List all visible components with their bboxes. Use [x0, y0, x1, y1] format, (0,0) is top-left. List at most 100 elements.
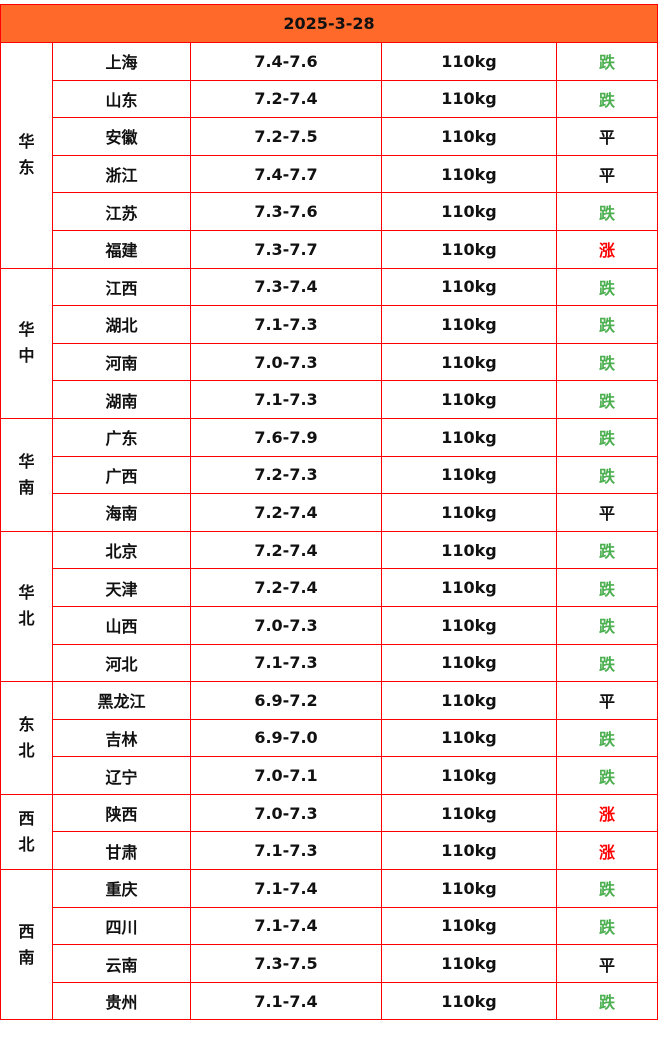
table-row: 安徽 7.2-7.5 110kg 平	[1, 117, 658, 156]
table-row: 福建 7.3-7.7 110kg 涨	[1, 229, 658, 269]
weight-cell: 110kg	[381, 643, 557, 683]
table-row: 江苏 7.3-7.6 110kg 跌	[1, 192, 658, 231]
price-cell: 7.2-7.5	[190, 117, 382, 156]
trend-cell: 平	[555, 681, 658, 720]
trend-cell: 跌	[555, 869, 658, 908]
province-cell: 黑龙江	[52, 681, 191, 720]
table-row: 广西 7.2-7.3 110kg 跌	[1, 455, 658, 495]
province-cell: 广西	[52, 455, 191, 495]
price-cell: 7.1-7.4	[190, 981, 382, 1021]
weight-cell: 110kg	[381, 267, 557, 307]
table-row: 浙江 7.4-7.7 110kg 平	[1, 154, 658, 194]
region-cell: 华南	[0, 417, 53, 532]
weight-cell: 110kg	[381, 605, 557, 645]
weight-cell: 110kg	[381, 455, 557, 495]
province-cell: 湖南	[52, 380, 191, 419]
province-cell: 湖北	[52, 305, 191, 344]
trend-cell: 跌	[555, 906, 658, 946]
weight-cell: 110kg	[381, 305, 557, 344]
table-row: 海南 7.2-7.4 110kg 平	[1, 493, 658, 532]
province-cell: 海南	[52, 493, 191, 532]
province-cell: 吉林	[52, 718, 191, 758]
weight-cell: 110kg	[381, 42, 557, 81]
weight-cell: 110kg	[381, 154, 557, 194]
trend-cell: 涨	[555, 831, 658, 871]
price-cell: 7.3-7.5	[190, 944, 382, 983]
table-row: 辽宁 7.0-7.1 110kg 跌	[1, 756, 658, 795]
province-cell: 辽宁	[52, 756, 191, 795]
table-row: 山西 7.0-7.3 110kg 跌	[1, 605, 658, 645]
price-cell: 7.2-7.4	[190, 530, 382, 570]
price-cell: 7.1-7.4	[190, 906, 382, 946]
trend-cell: 平	[555, 944, 658, 983]
trend-cell: 平	[555, 154, 658, 194]
header-row: 2025-3-28	[0, 4, 658, 43]
region-cell: 华北	[0, 530, 53, 683]
trend-cell: 跌	[555, 643, 658, 683]
price-cell: 7.2-7.4	[190, 493, 382, 532]
table-row: 湖北 7.1-7.3 110kg 跌	[1, 305, 658, 344]
weight-cell: 110kg	[381, 342, 557, 382]
weight-cell: 110kg	[381, 229, 557, 269]
trend-cell: 跌	[555, 42, 658, 81]
weight-cell: 110kg	[381, 981, 557, 1021]
weight-cell: 110kg	[381, 417, 557, 457]
weight-cell: 110kg	[381, 380, 557, 419]
region-cell: 西北	[0, 793, 53, 871]
region-cell: 华东	[0, 42, 53, 269]
price-cell: 7.1-7.3	[190, 305, 382, 344]
province-cell: 福建	[52, 229, 191, 269]
province-cell: 江西	[52, 267, 191, 307]
price-cell: 7.2-7.4	[190, 79, 382, 119]
weight-cell: 110kg	[381, 718, 557, 758]
province-cell: 云南	[52, 944, 191, 983]
province-cell: 重庆	[52, 869, 191, 908]
table-row: 吉林 6.9-7.0 110kg 跌	[1, 718, 658, 758]
province-cell: 天津	[52, 568, 191, 607]
weight-cell: 110kg	[381, 831, 557, 871]
trend-cell: 跌	[555, 192, 658, 231]
table-row: 华南广东 7.6-7.9 110kg 跌	[0, 417, 658, 532]
price-cell: 7.3-7.7	[190, 229, 382, 269]
trend-cell: 跌	[555, 605, 658, 645]
price-cell: 7.4-7.6	[190, 42, 382, 81]
region-cell: 西南	[0, 869, 53, 1021]
price-cell: 7.3-7.4	[190, 267, 382, 307]
trend-cell: 跌	[555, 417, 658, 457]
price-table: 2025-3-28 华东上海 7.4-7.6 110kg 跌山东 7.2-7.4 110k…	[0, 4, 658, 1021]
region-cell: 华中	[0, 267, 53, 419]
province-cell: 陕西	[52, 793, 191, 833]
trend-cell: 跌	[555, 79, 658, 119]
table-row: 甘肃 7.1-7.3 110kg 涨	[1, 831, 658, 871]
table-row: 河南 7.0-7.3 110kg 跌	[1, 342, 658, 382]
price-cell: 7.0-7.3	[190, 342, 382, 382]
weight-cell: 110kg	[381, 79, 557, 119]
table-row: 云南 7.3-7.5 110kg 平	[1, 944, 658, 983]
table-row: 华东上海 7.4-7.6 110kg 跌	[0, 42, 658, 269]
price-cell: 7.3-7.6	[190, 192, 382, 231]
trend-cell: 平	[555, 117, 658, 156]
weight-cell: 110kg	[381, 530, 557, 570]
province-cell: 甘肃	[52, 831, 191, 871]
trend-cell: 涨	[555, 229, 658, 269]
table-row: 天津 7.2-7.4 110kg 跌	[1, 568, 658, 607]
trend-cell: 跌	[555, 568, 658, 607]
province-cell: 河南	[52, 342, 191, 382]
table-row: 华中江西 7.3-7.4 110kg 跌	[0, 267, 658, 419]
table-row: 东北黑龙江 6.9-7.2 110kg 平	[0, 681, 658, 795]
weight-cell: 110kg	[381, 906, 557, 946]
province-cell: 山西	[52, 605, 191, 645]
price-cell: 7.2-7.3	[190, 455, 382, 495]
trend-cell: 跌	[555, 342, 658, 382]
trend-cell: 跌	[555, 530, 658, 570]
weight-cell: 110kg	[381, 493, 557, 532]
price-cell: 7.4-7.7	[190, 154, 382, 194]
weight-cell: 110kg	[381, 568, 557, 607]
weight-cell: 110kg	[381, 793, 557, 833]
table-row: 贵州 7.1-7.4 110kg 跌	[1, 981, 658, 1021]
price-cell: 7.0-7.1	[190, 756, 382, 795]
price-cell: 7.1-7.4	[190, 869, 382, 908]
price-cell: 7.6-7.9	[190, 417, 382, 457]
weight-cell: 110kg	[381, 192, 557, 231]
price-cell: 6.9-7.2	[190, 681, 382, 720]
